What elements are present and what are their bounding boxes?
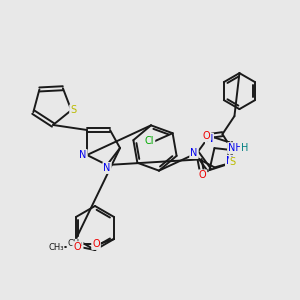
Text: S: S <box>70 105 76 115</box>
Text: O: O <box>202 131 210 141</box>
Text: O: O <box>73 242 81 252</box>
Text: NH: NH <box>228 143 243 153</box>
Text: H: H <box>241 143 248 153</box>
Text: O: O <box>73 242 81 252</box>
Text: N: N <box>103 163 111 173</box>
Text: S: S <box>70 105 76 115</box>
Text: O: O <box>92 239 100 249</box>
Text: N: N <box>226 156 233 166</box>
Text: N: N <box>226 156 233 166</box>
Text: NH: NH <box>228 143 243 153</box>
Text: N: N <box>79 150 87 160</box>
Text: Cl: Cl <box>145 136 154 146</box>
Text: O: O <box>199 170 206 180</box>
Text: N: N <box>206 134 213 144</box>
Text: CH₃: CH₃ <box>48 242 64 251</box>
Text: N: N <box>190 148 198 158</box>
Text: Cl: Cl <box>145 136 154 146</box>
Text: CH₃: CH₃ <box>67 239 83 248</box>
Text: S: S <box>230 158 236 167</box>
Text: S: S <box>230 158 236 167</box>
Text: O: O <box>92 239 100 249</box>
Text: O: O <box>202 131 210 141</box>
Text: N: N <box>206 134 213 144</box>
Text: O: O <box>199 170 206 180</box>
Text: N: N <box>103 163 111 173</box>
Text: N: N <box>190 148 198 158</box>
Text: H: H <box>241 143 248 153</box>
Text: N: N <box>79 150 87 160</box>
